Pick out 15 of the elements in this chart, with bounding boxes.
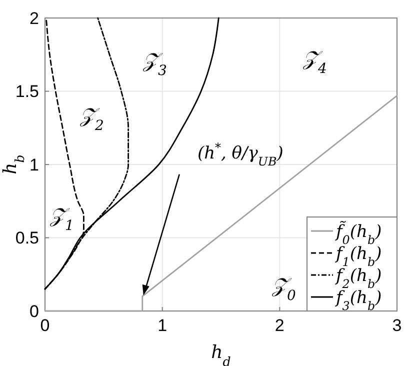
annotation: 𝒵$_{2}$: [79, 103, 104, 134]
annotation: 𝒵$_{1}$: [49, 203, 74, 234]
annotation: (h$^{*}$, θ/γ$_{UB}$): [197, 140, 284, 168]
annotation: 𝒵$_{4}$: [302, 46, 327, 77]
annotation: 𝒵$_{0}$: [271, 273, 296, 304]
x-tick-label: 3: [392, 316, 402, 335]
y-tick-label: 1: [30, 155, 39, 174]
x-tick-label: 2: [274, 316, 284, 335]
annotation: 𝒵$_{3}$: [142, 48, 168, 79]
y-tick-label: 0.5: [15, 228, 39, 248]
y-tick-label: 0: [30, 302, 39, 321]
x-tick-label: 1: [158, 316, 168, 335]
x-axis-title: h$_{d}$: [211, 342, 231, 366]
y-tick-label: 2: [30, 8, 39, 28]
y-tick-label: 1.5: [15, 82, 39, 102]
